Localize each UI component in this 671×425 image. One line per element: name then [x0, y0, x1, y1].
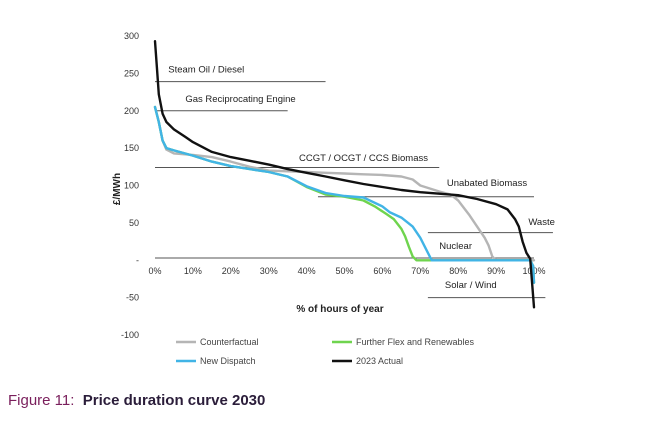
x-tick-label: 90% [487, 266, 505, 276]
x-tick-label: 10% [184, 266, 202, 276]
annotation-label: CCGT / OCGT / CCS Biomass [299, 153, 428, 164]
series-line-new-dispatch [153, 105, 536, 284]
y-tick-label: 200 [124, 106, 139, 116]
series-lines [153, 40, 536, 309]
y-tick-label: -50 [126, 293, 139, 303]
series-line-2023-actual [153, 40, 536, 309]
x-tick-label: 50% [335, 266, 353, 276]
y-tick-label: 100 [124, 181, 139, 191]
x-tick-label: 20% [222, 266, 240, 276]
legend-label-counterfactual: Counterfactual [200, 337, 259, 347]
y-axis-ticks: 300 250 200 150 100 50 - -50 -100 [121, 31, 139, 340]
annotation-label: Nuclear [439, 241, 472, 252]
x-tick-label: 40% [298, 266, 316, 276]
y-tick-label: 300 [124, 31, 139, 41]
x-tick-label: 0% [148, 266, 161, 276]
y-tick-label: 50 [129, 218, 139, 228]
legend-label-2023-actual: 2023 Actual [356, 356, 403, 366]
legend-label-new-dispatch: New Dispatch [200, 356, 256, 366]
annotation-label: Unabated Biomass [447, 178, 528, 189]
price-duration-chart: 300 250 200 150 100 50 - -50 -100 0% 10% 20% 30% 40%… [112, 31, 555, 366]
x-axis-ticks: 0% 10% 20% 30% 40% 50% 60% 70% 80% 90% 100% [148, 266, 545, 276]
annotation-label: Steam Oil / Diesel [168, 65, 244, 76]
figure-caption: Figure 11: Price duration curve 2030 [8, 392, 265, 409]
y-tick-label: -100 [121, 330, 139, 340]
figure-title: Price duration curve 2030 [82, 392, 266, 409]
x-tick-label: 70% [411, 266, 429, 276]
figure-number: Figure 11: [8, 392, 75, 409]
y-tick-label: 250 [124, 68, 139, 78]
x-axis-title: % of hours of year [296, 304, 383, 315]
legend: Counterfactual Further Flex and Renewabl… [176, 337, 475, 366]
x-tick-label: 30% [260, 266, 278, 276]
annotation-label: Solar / Wind [445, 280, 497, 291]
y-tick-label: 150 [124, 143, 139, 153]
y-axis-title: £/MWh [112, 173, 123, 205]
x-tick-label: 80% [449, 266, 467, 276]
legend-label-further-flex: Further Flex and Renewables [356, 337, 475, 347]
annotation-label: Waste [528, 217, 555, 228]
y-tick-label: - [136, 255, 139, 265]
x-tick-label: 60% [373, 266, 391, 276]
annotation-label: Gas Reciprocating Engine [185, 94, 295, 105]
